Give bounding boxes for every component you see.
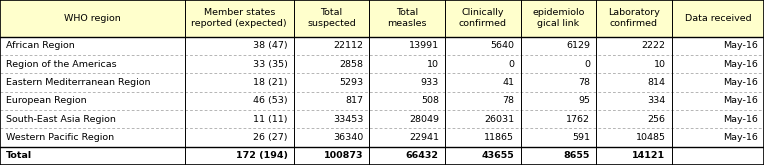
Text: 33 (35): 33 (35) xyxy=(253,60,288,69)
Text: 6129: 6129 xyxy=(566,41,590,50)
Text: Member states
reported (expected): Member states reported (expected) xyxy=(192,8,287,28)
Text: May-16: May-16 xyxy=(723,133,758,142)
Text: 256: 256 xyxy=(648,115,665,124)
Text: 10: 10 xyxy=(427,60,439,69)
Text: Region of the Americas: Region of the Americas xyxy=(6,60,117,69)
Text: 0: 0 xyxy=(584,60,590,69)
Text: 2222: 2222 xyxy=(642,41,665,50)
Text: 11 (11): 11 (11) xyxy=(253,115,288,124)
Text: African Region: African Region xyxy=(6,41,75,50)
Text: epidemiolo
gical link: epidemiolo gical link xyxy=(532,8,584,28)
Bar xyxy=(0,92,764,110)
Text: 11865: 11865 xyxy=(484,133,514,142)
Text: 817: 817 xyxy=(345,96,364,105)
Text: European Region: European Region xyxy=(6,96,87,105)
Text: 5293: 5293 xyxy=(339,78,364,87)
Text: May-16: May-16 xyxy=(723,60,758,69)
Bar xyxy=(0,110,764,128)
Bar xyxy=(0,73,764,92)
Text: 0: 0 xyxy=(508,60,514,69)
Text: 28049: 28049 xyxy=(409,115,439,124)
Bar xyxy=(0,55,764,73)
Text: 33453: 33453 xyxy=(333,115,364,124)
Text: 2858: 2858 xyxy=(339,60,364,69)
Text: May-16: May-16 xyxy=(723,41,758,50)
Text: 933: 933 xyxy=(421,78,439,87)
Text: Laboratory
confirmed: Laboratory confirmed xyxy=(608,8,660,28)
Text: 100873: 100873 xyxy=(324,151,364,160)
Text: Eastern Mediterranean Region: Eastern Mediterranean Region xyxy=(6,78,151,87)
Text: Data received: Data received xyxy=(685,14,751,23)
Text: 508: 508 xyxy=(421,96,439,105)
Text: 13991: 13991 xyxy=(409,41,439,50)
Text: 26 (27): 26 (27) xyxy=(253,133,288,142)
Text: 8655: 8655 xyxy=(564,151,590,160)
Text: South-East Asia Region: South-East Asia Region xyxy=(6,115,116,124)
Text: 814: 814 xyxy=(648,78,665,87)
Text: 46 (53): 46 (53) xyxy=(253,96,288,105)
Text: 22941: 22941 xyxy=(409,133,439,142)
Text: 334: 334 xyxy=(647,96,665,105)
Text: 78: 78 xyxy=(503,96,514,105)
Text: 1762: 1762 xyxy=(566,115,590,124)
Text: Total
measles: Total measles xyxy=(387,8,427,28)
Text: 18 (21): 18 (21) xyxy=(253,78,288,87)
Text: WHO region: WHO region xyxy=(64,14,121,23)
Text: 172 (194): 172 (194) xyxy=(236,151,288,160)
Text: 78: 78 xyxy=(578,78,590,87)
Text: Clinically
confirmed: Clinically confirmed xyxy=(458,8,507,28)
Text: 26031: 26031 xyxy=(484,115,514,124)
Text: 43655: 43655 xyxy=(481,151,514,160)
Text: 66432: 66432 xyxy=(406,151,439,160)
Text: 14121: 14121 xyxy=(633,151,665,160)
Text: 10: 10 xyxy=(653,60,665,69)
Text: May-16: May-16 xyxy=(723,96,758,105)
Text: Total
suspected: Total suspected xyxy=(307,8,356,28)
Text: 591: 591 xyxy=(572,133,590,142)
Text: Total: Total xyxy=(6,151,32,160)
Text: 38 (47): 38 (47) xyxy=(253,41,288,50)
Text: May-16: May-16 xyxy=(723,115,758,124)
Text: Western Pacific Region: Western Pacific Region xyxy=(6,133,115,142)
Text: 10485: 10485 xyxy=(636,133,665,142)
Text: 41: 41 xyxy=(503,78,514,87)
Text: 22112: 22112 xyxy=(333,41,364,50)
Bar xyxy=(0,0,764,37)
Text: 36340: 36340 xyxy=(333,133,364,142)
Bar xyxy=(0,147,764,165)
Text: May-16: May-16 xyxy=(723,78,758,87)
Bar xyxy=(0,37,764,55)
Bar xyxy=(0,128,764,147)
Text: 5640: 5640 xyxy=(490,41,514,50)
Text: 95: 95 xyxy=(578,96,590,105)
